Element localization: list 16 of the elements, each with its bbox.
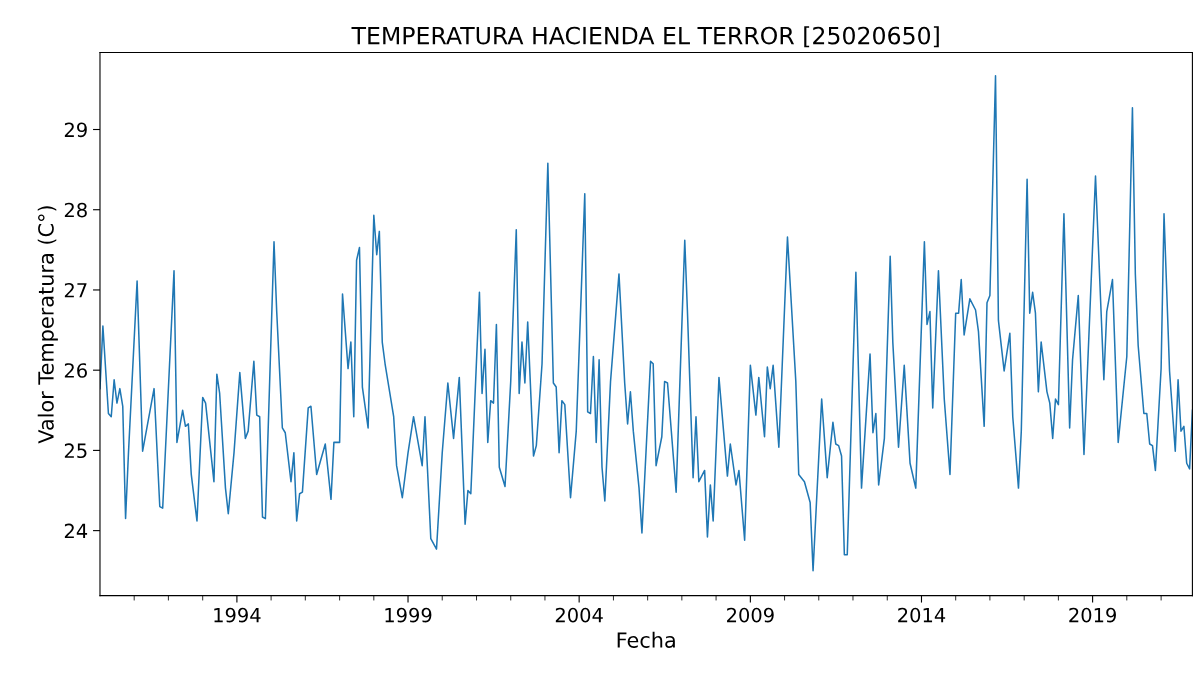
y-tick-label: 26 <box>64 363 87 378</box>
x-tick-label: 1994 <box>214 607 261 623</box>
y-tick-label: 29 <box>64 122 87 138</box>
x-tick-label: 2009 <box>727 607 774 623</box>
x-axis-title: Fecha <box>617 631 675 648</box>
x-tick-label: 1999 <box>385 607 432 623</box>
chart-title: TEMPERATURA HACIENDA EL TERROR [25020650] <box>351 26 939 48</box>
y-tick-label: 28 <box>64 202 87 218</box>
x-tick-label: 2004 <box>555 607 603 623</box>
y-tick-label: 25 <box>64 443 87 459</box>
x-tick-label: 2019 <box>1069 607 1116 623</box>
y-axis-title: Valor Temperatura (C°) <box>37 206 58 444</box>
line-series <box>99 74 1193 572</box>
y-tick-label: 27 <box>64 282 87 298</box>
y-tick-label: 24 <box>64 523 88 539</box>
x-tick-label: 2014 <box>898 607 946 623</box>
